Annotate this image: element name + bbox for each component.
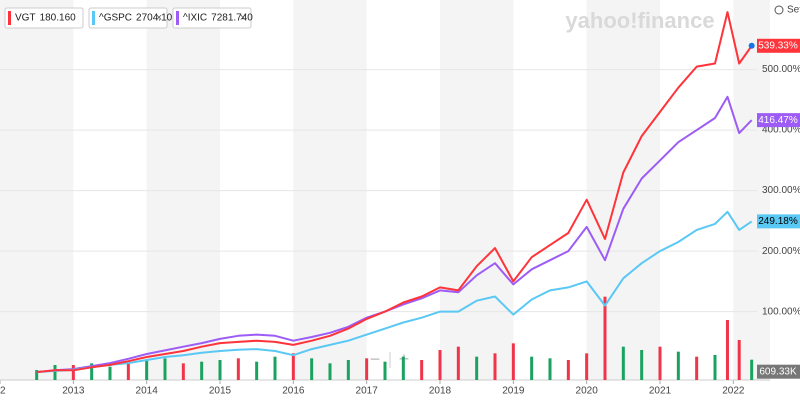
x-tick-label: 2021 — [649, 386, 672, 397]
chip-close[interactable]: × — [240, 12, 246, 24]
volume-bar — [658, 346, 662, 380]
chip-box — [4, 7, 84, 29]
volume-bar — [163, 358, 167, 380]
year-band — [146, 0, 220, 380]
chip-box — [172, 7, 252, 29]
volume-bar — [530, 356, 534, 380]
volume-bar — [310, 358, 314, 380]
y-tick-label: 400.00% — [762, 125, 800, 136]
y-tick-label: 200.00% — [762, 246, 800, 257]
volume-bar — [401, 356, 405, 380]
volume-bar — [383, 361, 387, 380]
volume-bar — [346, 360, 350, 380]
volume-label: 609.33K — [759, 366, 797, 377]
x-tick-label: 12 — [0, 386, 6, 397]
volume-bar — [566, 360, 570, 380]
series-line — [36, 11, 753, 374]
volume-bar — [548, 358, 552, 380]
volume-bar — [695, 356, 699, 380]
x-tick-label: 2015 — [209, 386, 232, 397]
x-tick-label: 2019 — [502, 386, 525, 397]
chip-close[interactable]: × — [156, 12, 162, 24]
zoom-out[interactable]: − — [370, 349, 381, 369]
volume-bar — [585, 353, 589, 380]
end-label: 416.47% — [758, 115, 798, 126]
volume-bar — [291, 353, 295, 380]
chip-color — [8, 11, 11, 25]
background — [0, 0, 770, 380]
volume-bar — [35, 370, 39, 380]
volume-bar — [255, 361, 259, 380]
series-line — [36, 95, 753, 374]
volume-bar — [456, 346, 460, 380]
end-label-bg — [757, 214, 800, 229]
volume-bar — [328, 363, 332, 380]
volume-bar — [511, 343, 515, 380]
year-band — [440, 0, 514, 380]
legend-quote: 2704.100 — [136, 13, 178, 24]
volume-bar — [750, 359, 754, 380]
chip-color — [92, 11, 95, 25]
settings-label[interactable]: Set — [787, 5, 800, 16]
series-line — [36, 210, 753, 374]
end-label-bg — [757, 38, 800, 53]
volume-bar — [475, 356, 479, 380]
legend-quote: 180.160 — [40, 13, 77, 24]
settings-icon[interactable] — [774, 5, 784, 15]
volume-bar — [108, 366, 112, 380]
volume-bar — [713, 355, 717, 380]
watermark: yahoo!finance — [565, 8, 714, 33]
x-tick-label: 2018 — [429, 386, 452, 397]
year-band — [586, 0, 660, 380]
volume-bar — [640, 350, 644, 380]
x-tick-label: 2016 — [282, 386, 305, 397]
volume-label-bg — [757, 364, 800, 379]
volume-bar — [621, 346, 625, 380]
volume-bar — [71, 365, 75, 380]
x-tick-label: 2013 — [62, 386, 85, 397]
volume-bar — [420, 360, 424, 380]
legend-name: VGT — [15, 13, 36, 24]
y-tick-label: 100.00% — [762, 306, 800, 317]
volume-bar — [200, 361, 204, 380]
volume-bar — [181, 363, 185, 380]
volume-bar — [365, 358, 369, 380]
legend-chip[interactable]: ^GSPC 2704.100× — [88, 7, 178, 29]
x-tick-label: 2022 — [722, 386, 745, 397]
volume-bar — [493, 353, 497, 380]
legend-name: ^IXIC — [183, 13, 207, 24]
legend-chip[interactable]: ^IXIC 7281.740× — [172, 7, 253, 29]
volume-bar — [737, 340, 741, 380]
chip-color — [176, 11, 179, 25]
end-label: 539.33% — [758, 40, 798, 51]
volume-bar — [126, 361, 130, 380]
current-point — [748, 42, 755, 49]
volume-bar — [603, 296, 607, 380]
legend-name: ^GSPC — [99, 13, 132, 24]
end-label-bg — [757, 113, 800, 128]
y-tick-label: 300.00% — [762, 185, 800, 196]
chip-box — [88, 7, 168, 29]
year-band — [0, 0, 74, 380]
volume-bar — [53, 365, 57, 380]
year-band — [293, 0, 367, 380]
volume-bar — [438, 350, 442, 380]
x-tick-label: 2017 — [356, 386, 379, 397]
legend-chip[interactable]: VGT 180.160 — [4, 7, 84, 29]
volume-bar — [725, 320, 729, 380]
volume-bar — [90, 363, 94, 380]
x-tick-label: 2014 — [136, 386, 159, 397]
volume-bar — [218, 360, 222, 380]
legend-quote: 7281.740 — [211, 13, 253, 24]
volume-bar — [676, 351, 680, 380]
end-label: 249.18% — [758, 216, 798, 227]
y-tick-label: 500.00% — [762, 64, 800, 75]
volume-bar — [236, 358, 240, 380]
volume-bar — [145, 360, 149, 380]
x-tick-label: 2020 — [576, 386, 599, 397]
volume-bar — [273, 356, 277, 380]
